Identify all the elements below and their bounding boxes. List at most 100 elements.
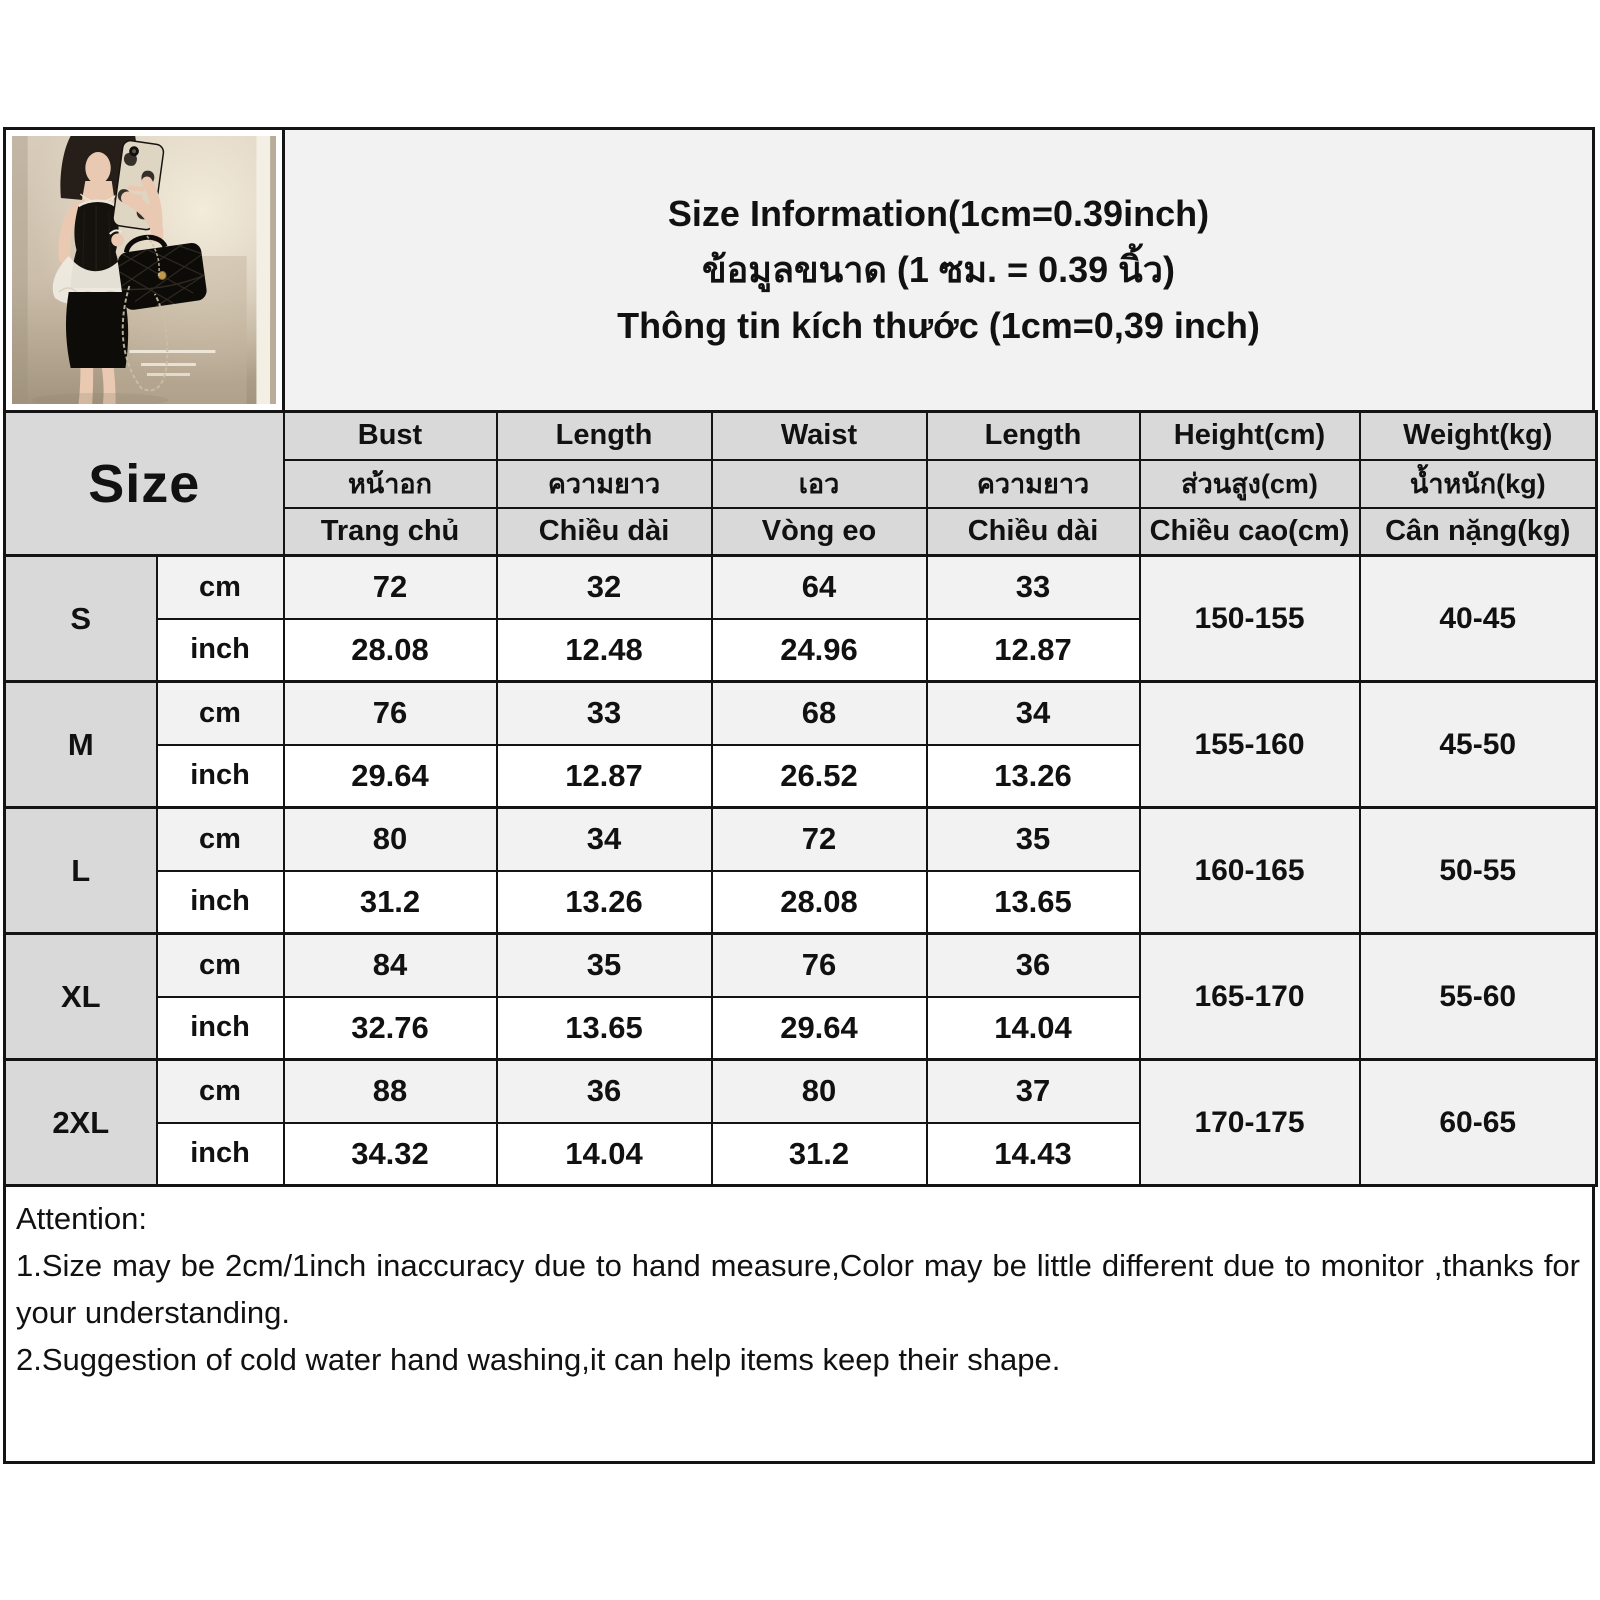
data-cell: 35 [925, 806, 1141, 872]
data-cell: 13.65 [925, 869, 1141, 935]
data-cell: 33 [495, 680, 713, 746]
data-cell: 84 [282, 932, 498, 998]
weight-range-cell: 50-55 [1358, 806, 1598, 935]
size-column-header: Size [3, 410, 285, 557]
col-header-weight-th: น้ำหนัก(kg) [1358, 458, 1598, 509]
data-cell: 34.32 [282, 1121, 498, 1187]
data-cell: 31.2 [282, 869, 498, 935]
col-header-waist-vi: Vòng eo [710, 506, 928, 557]
data-cell: 31.2 [710, 1121, 928, 1187]
attention-item-2: 2.Suggestion of cold water hand washing,… [16, 1342, 1061, 1377]
unit-cell: inch [155, 617, 285, 683]
col-header-bust-en: Bust [282, 410, 498, 461]
col-header-weight-en: Weight(kg) [1358, 410, 1598, 461]
size-table: Size Bust Length Waist Length Height(cm)… [3, 410, 1598, 1187]
data-cell: 64 [710, 554, 928, 620]
size-cell: L [3, 806, 158, 935]
data-cell: 28.08 [282, 617, 498, 683]
unit-cell: cm [155, 680, 285, 746]
size-cell: 2XL [3, 1058, 158, 1187]
unit-cell: cm [155, 806, 285, 872]
col-header-length-en: Length [495, 410, 713, 461]
unit-cell: cm [155, 554, 285, 620]
size-information-title: Size Information(1cm=0.39inch) ข้อมูลขนา… [285, 130, 1592, 410]
col-header-height-en: Height(cm) [1138, 410, 1361, 461]
col-header-waist-th: เอว [710, 458, 928, 509]
data-cell: 13.26 [495, 869, 713, 935]
data-cell: 76 [282, 680, 498, 746]
data-cell: 34 [925, 680, 1141, 746]
table-row: S cm 72 32 64 33 150-155 40-45 [3, 554, 1598, 683]
data-cell: 29.64 [710, 995, 928, 1061]
data-cell: 12.87 [495, 743, 713, 809]
data-cell: 80 [710, 1058, 928, 1124]
unit-cell: inch [155, 995, 285, 1061]
table-row: M cm 76 33 68 34 155-160 45-50 [3, 680, 1598, 809]
col-header-length2-th: ความยาว [925, 458, 1141, 509]
data-cell: 14.04 [925, 995, 1141, 1061]
unit-cell: inch [155, 869, 285, 935]
data-cell: 26.52 [710, 743, 928, 809]
data-cell: 68 [710, 680, 928, 746]
table-row: inch 28.08 12.48 24.96 12.87 [5, 617, 1597, 683]
col-header-weight-vi: Cân nặng(kg) [1358, 506, 1598, 557]
col-header-length2-vi: Chiều dài [925, 506, 1141, 557]
unit-cell: cm [155, 932, 285, 998]
table-row: L cm 80 34 72 35 160-165 50-55 [3, 806, 1598, 935]
model-selfie-illustration [12, 136, 276, 404]
unit-cell: inch [155, 743, 285, 809]
table-row: XL cm 84 35 76 36 165-170 55-60 [3, 932, 1598, 1061]
size-cell: M [3, 680, 158, 809]
col-header-height-vi: Chiều cao(cm) [1138, 506, 1361, 557]
weight-range-cell: 60-65 [1358, 1058, 1598, 1187]
data-cell: 36 [925, 932, 1141, 998]
data-cell: 36 [495, 1058, 713, 1124]
data-cell: 34 [495, 806, 713, 872]
product-photo [6, 130, 285, 410]
size-cell: S [3, 554, 158, 683]
data-cell: 35 [495, 932, 713, 998]
data-cell: 80 [282, 806, 498, 872]
data-cell: 14.04 [495, 1121, 713, 1187]
data-cell: 12.87 [925, 617, 1141, 683]
table-row: inch 31.2 13.26 28.08 13.65 [5, 869, 1597, 935]
title-english: Size Information(1cm=0.39inch) [667, 193, 1210, 234]
size-chart-sheet: Size Information(1cm=0.39inch) ข้อมูลขนา… [3, 127, 1598, 1464]
height-range-cell: 150-155 [1138, 554, 1361, 683]
attention-notes: Attention: 1.Size may be 2cm/1inch inacc… [3, 1187, 1595, 1464]
col-header-length2-en: Length [925, 410, 1141, 461]
header-box: Size Information(1cm=0.39inch) ข้อมูลขนา… [3, 127, 1595, 410]
unit-cell: inch [155, 1121, 285, 1187]
data-cell: 72 [710, 806, 928, 872]
col-header-bust-vi: Trang chủ [282, 506, 498, 557]
data-cell: 37 [925, 1058, 1141, 1124]
table-row: 2XL cm 88 36 80 37 170-175 60-65 [3, 1058, 1598, 1187]
data-cell: 32 [495, 554, 713, 620]
col-header-waist-en: Waist [710, 410, 928, 461]
col-header-bust-th: หน้าอก [282, 458, 498, 509]
data-cell: 13.65 [495, 995, 713, 1061]
data-cell: 14.43 [925, 1121, 1141, 1187]
attention-heading: Attention: [16, 1201, 147, 1236]
weight-range-cell: 55-60 [1358, 932, 1598, 1061]
unit-cell: cm [155, 1058, 285, 1124]
data-cell: 76 [710, 932, 928, 998]
table-row: inch 34.32 14.04 31.2 14.43 [5, 1121, 1597, 1187]
data-cell: 12.48 [495, 617, 713, 683]
weight-range-cell: 40-45 [1358, 554, 1598, 683]
size-cell: XL [3, 932, 158, 1061]
data-cell: 13.26 [925, 743, 1141, 809]
data-cell: 29.64 [282, 743, 498, 809]
data-cell: 33 [925, 554, 1141, 620]
col-header-length-th: ความยาว [495, 458, 713, 509]
col-header-length-vi: Chiều dài [495, 506, 713, 557]
height-range-cell: 170-175 [1138, 1058, 1361, 1187]
data-cell: 32.76 [282, 995, 498, 1061]
data-cell: 28.08 [710, 869, 928, 935]
height-range-cell: 155-160 [1138, 680, 1361, 809]
height-range-cell: 165-170 [1138, 932, 1361, 1061]
data-cell: 24.96 [710, 617, 928, 683]
table-row: inch 32.76 13.65 29.64 14.04 [5, 995, 1597, 1061]
col-header-height-th: ส่วนสูง(cm) [1138, 458, 1361, 509]
title-thai: ข้อมูลขนาด (1 ซม. = 0.39 นิ้ว) [702, 249, 1175, 290]
